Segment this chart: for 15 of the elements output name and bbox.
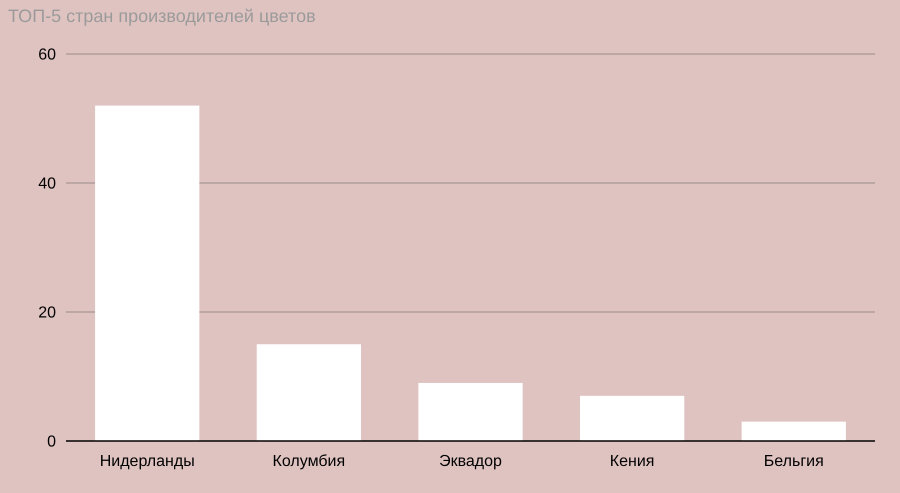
x-tick-label: Кения [610, 453, 654, 470]
x-tick-label: Бельгия [764, 453, 824, 470]
x-tick-label: Нидерланды [100, 453, 195, 470]
bar [418, 382, 523, 441]
y-tick-label: 20 [38, 304, 56, 322]
y-tick-label: 60 [38, 46, 56, 64]
chart-title: ТОП-5 стран производителей цветов [8, 6, 316, 26]
x-tick-label: Колумбия [272, 453, 346, 470]
bar [95, 106, 200, 441]
x-tick-label: Эквадор [439, 453, 502, 470]
bar [742, 422, 846, 441]
bar [580, 396, 684, 441]
y-tick-label: 40 [38, 176, 56, 193]
bar [256, 344, 361, 441]
y-tick-label: 0 [47, 434, 56, 451]
